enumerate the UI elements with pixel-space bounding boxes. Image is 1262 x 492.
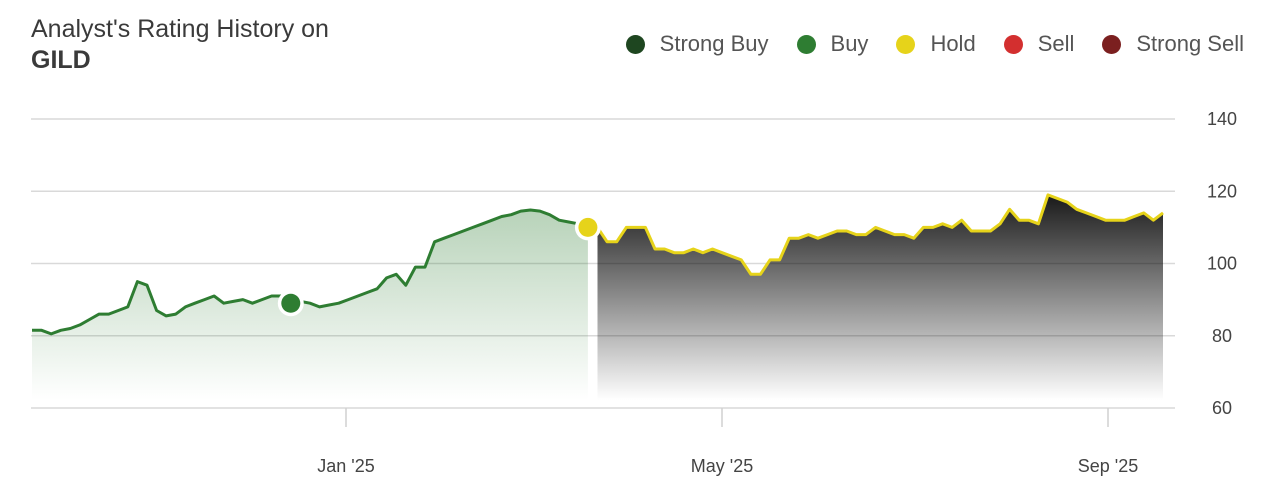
x-axis-ticks: Jan '25 May '25 Sep '25 <box>317 408 1138 476</box>
legend-item-strong-buy[interactable]: Strong Buy <box>625 31 769 57</box>
x-tick-label-0: Jan '25 <box>317 456 374 476</box>
y-tick-label-140: 140 <box>1207 109 1237 129</box>
legend-dot-buy <box>796 34 816 54</box>
y-tick-label-80: 80 <box>1212 326 1232 346</box>
legend-dot-hold <box>896 34 916 54</box>
area-buy <box>32 210 588 400</box>
legend-label-strong-buy: Strong Buy <box>659 31 769 56</box>
y-tick-label-60: 60 <box>1212 398 1232 418</box>
legend-label-strong-sell: Strong Sell <box>1136 31 1244 56</box>
legend-dot-sell <box>1003 34 1023 54</box>
marker-hold <box>578 217 598 237</box>
rating-markers <box>277 214 601 317</box>
line-hold <box>596 193 1164 276</box>
chart-ticker: GILD <box>31 46 91 74</box>
legend-label-hold: Hold <box>930 31 976 56</box>
y-tick-label-100: 100 <box>1207 254 1237 274</box>
legend-item-sell[interactable]: Sell <box>1003 31 1075 57</box>
x-tick-label-1: May '25 <box>691 456 753 476</box>
line-buy <box>32 208 588 336</box>
y-tick-label-120: 120 <box>1207 181 1237 201</box>
legend-item-strong-sell[interactable]: Strong Sell <box>1102 31 1244 57</box>
legend-label-buy: Buy <box>830 31 869 56</box>
legend-item-hold[interactable]: Hold <box>896 31 976 57</box>
series-areas <box>32 194 1163 400</box>
series-lines <box>32 193 1164 336</box>
legend-dot-strong-buy <box>625 34 645 54</box>
area-hold <box>597 194 1163 400</box>
chart-title: Analyst's Rating History on GILD <box>31 14 329 76</box>
legend-item-buy[interactable]: Buy <box>796 31 869 57</box>
x-tick-label-2: Sep '25 <box>1078 456 1139 476</box>
marker-buy <box>281 293 301 313</box>
legend: Strong Buy Buy Hold Sell Strong Sell <box>598 31 1244 57</box>
legend-dot-strong-sell <box>1102 34 1122 54</box>
y-axis-ticks: 140 120 100 80 60 <box>1207 109 1237 418</box>
legend-label-sell: Sell <box>1037 31 1075 56</box>
chart-title-text: Analyst's Rating History on <box>31 15 329 43</box>
